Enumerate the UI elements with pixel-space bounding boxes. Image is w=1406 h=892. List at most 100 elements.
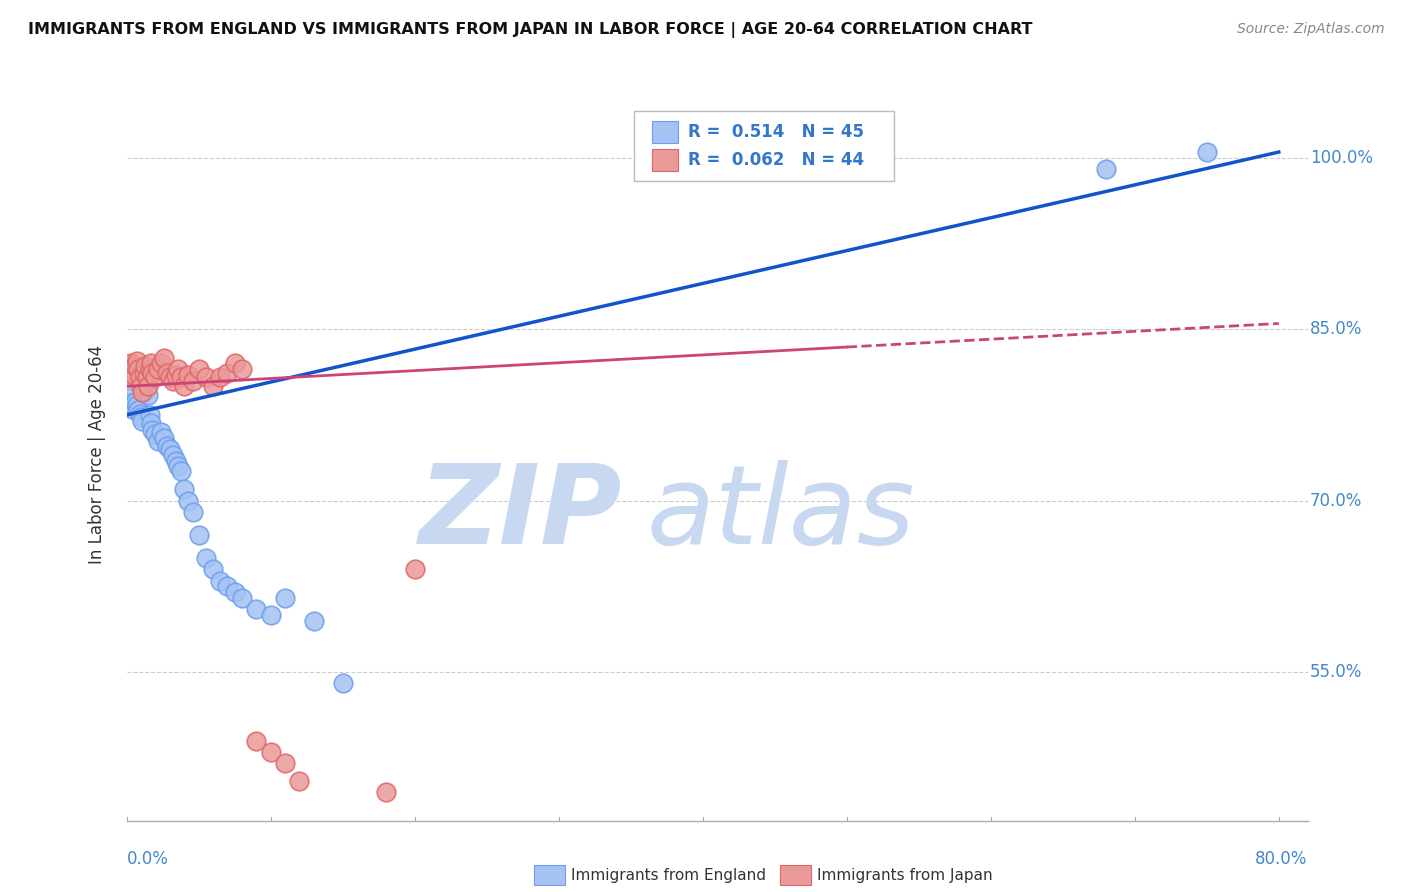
Point [139, 356, 162, 371]
Point [143, 370, 166, 384]
Point [129, 410, 152, 425]
Text: R =  0.062   N = 44: R = 0.062 N = 44 [688, 151, 863, 169]
Point [125, 354, 148, 368]
Point [127, 403, 149, 417]
Point [131, 385, 153, 400]
Point [128, 407, 150, 421]
Point [162, 448, 184, 462]
FancyBboxPatch shape [652, 121, 678, 144]
Point [165, 368, 187, 382]
Point [209, 574, 232, 588]
Point [259, 745, 281, 759]
Text: Immigrants from England: Immigrants from England [571, 868, 766, 882]
Point [122, 399, 145, 413]
Point [150, 425, 173, 439]
Point [156, 366, 179, 380]
Point [120, 356, 142, 371]
Point [231, 591, 253, 605]
Text: 70.0%: 70.0% [1310, 491, 1362, 509]
Point [141, 366, 163, 380]
Point [159, 442, 181, 457]
FancyBboxPatch shape [652, 149, 678, 170]
Point [177, 368, 200, 382]
Point [118, 370, 141, 384]
Point [118, 396, 141, 410]
Point [143, 427, 166, 442]
Point [224, 585, 246, 599]
Point [148, 362, 170, 376]
Point [136, 379, 159, 393]
Point [181, 374, 204, 388]
Text: atlas: atlas [647, 460, 915, 567]
Point [129, 379, 152, 393]
Point [167, 459, 190, 474]
Point [332, 676, 354, 690]
Point [141, 423, 163, 437]
Point [274, 756, 297, 771]
Point [165, 453, 187, 467]
Point [127, 362, 149, 376]
Text: 85.0%: 85.0% [1310, 320, 1362, 338]
Point [135, 379, 157, 393]
Point [153, 431, 176, 445]
Text: 0.0%: 0.0% [127, 850, 169, 868]
Point [132, 366, 155, 380]
Point [117, 368, 139, 382]
Point [224, 356, 246, 371]
Text: 100.0%: 100.0% [1310, 149, 1372, 167]
Text: 80.0%: 80.0% [1256, 850, 1308, 868]
Point [177, 493, 200, 508]
Point [170, 370, 193, 384]
Text: 55.0%: 55.0% [1310, 663, 1362, 681]
Text: Immigrants from Japan: Immigrants from Japan [817, 868, 993, 882]
Point [201, 379, 224, 393]
Point [138, 362, 160, 376]
Point [167, 362, 190, 376]
Text: R =  0.514   N = 45: R = 0.514 N = 45 [688, 123, 863, 141]
Text: Source: ZipAtlas.com: Source: ZipAtlas.com [1237, 22, 1385, 37]
Text: ZIP: ZIP [419, 460, 623, 567]
Point [1195, 145, 1218, 159]
Y-axis label: In Labor Force | Age 20-64: In Labor Force | Age 20-64 [87, 345, 105, 565]
Point [288, 773, 311, 788]
Point [120, 400, 142, 414]
Point [122, 368, 145, 382]
Point [117, 391, 139, 405]
Point [404, 562, 426, 576]
Point [138, 408, 160, 422]
Point [245, 602, 267, 616]
Point [159, 370, 181, 384]
Point [121, 362, 143, 376]
Point [194, 550, 217, 565]
Point [134, 359, 156, 373]
Point [194, 370, 217, 384]
Point [173, 379, 195, 393]
Point [187, 528, 209, 542]
Point [201, 562, 224, 576]
Point [374, 785, 396, 799]
Point [231, 362, 253, 376]
Point [245, 733, 267, 747]
Point [124, 395, 146, 409]
Point [217, 366, 239, 380]
FancyBboxPatch shape [634, 112, 894, 180]
Point [217, 579, 239, 593]
Point [302, 614, 325, 628]
Point [274, 591, 297, 605]
Point [181, 505, 204, 519]
Point [173, 482, 195, 496]
Point [148, 434, 170, 449]
Point [131, 414, 153, 428]
Point [1095, 162, 1118, 177]
Point [150, 356, 173, 371]
Point [121, 402, 143, 417]
Point [139, 416, 162, 430]
Point [209, 370, 232, 384]
Point [134, 368, 156, 382]
Point [128, 370, 150, 384]
Point [259, 607, 281, 622]
Point [187, 362, 209, 376]
Point [135, 370, 157, 384]
Point [132, 385, 155, 400]
Point [170, 464, 193, 478]
